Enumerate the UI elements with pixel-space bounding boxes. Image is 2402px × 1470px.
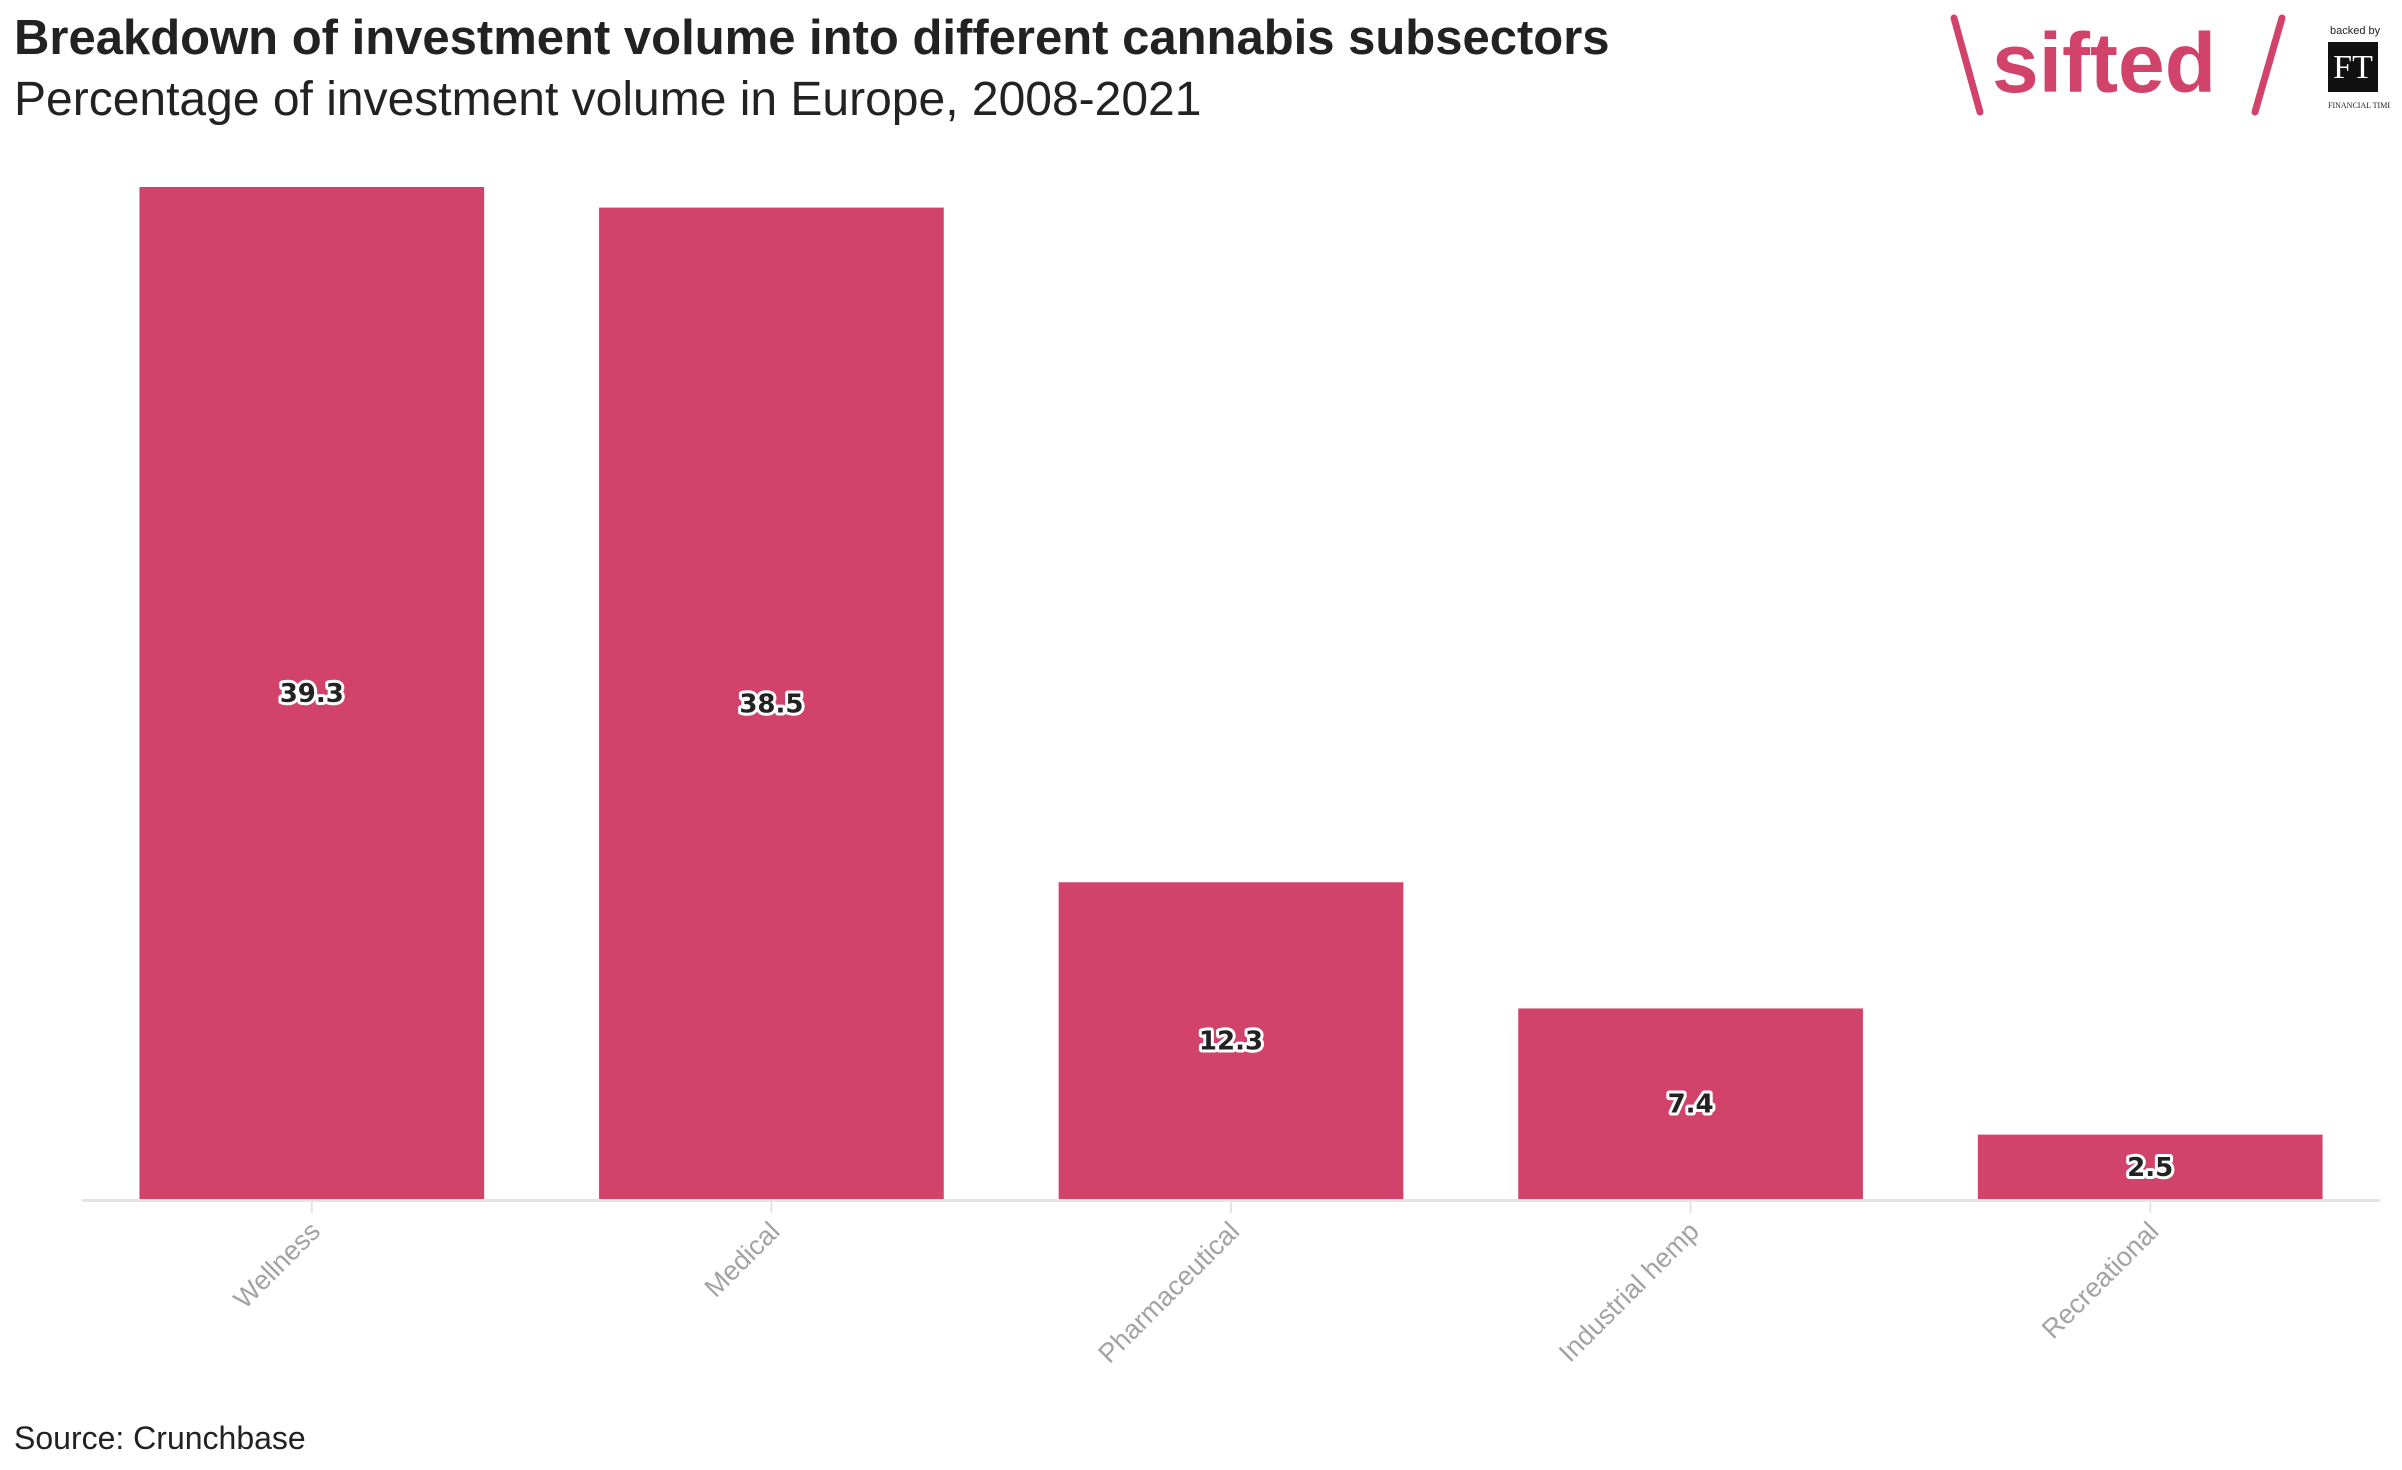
- ft-mark: FT: [2333, 49, 2373, 86]
- bars-group: [139, 187, 2323, 1199]
- bar-recreational: [1977, 1134, 2323, 1199]
- bar-medical: [599, 207, 944, 1199]
- x-ticks-group: [310, 1202, 2152, 1213]
- logo-slash: [2251, 14, 2286, 116]
- x-tick-label-pharmaceutical: Pharmaceutical: [1092, 1216, 1245, 1369]
- chart-title: Breakdown of investment volume into diff…: [14, 11, 1610, 65]
- x-tick-label-recreational: Recreational: [2036, 1216, 2164, 1344]
- logo-backslash: [1950, 14, 1984, 116]
- value-label-wellness: 39.3: [280, 679, 344, 709]
- x-tick-labels-group: Wellness Medical Pharmaceutical Industrial …: [228, 1216, 2165, 1369]
- bar-wellness: [139, 187, 485, 1199]
- ft-mark-box: [2328, 42, 2378, 92]
- logo-wordmark: sifted: [1992, 16, 2216, 110]
- value-label-pharmaceutical: 12.3: [1199, 1027, 1263, 1057]
- ft-name: FINANCIAL TIMES: [2328, 101, 2390, 110]
- x-tick-label-medical: Medical: [699, 1216, 786, 1303]
- value-label-recreational: 2.5: [2127, 1153, 2173, 1183]
- sifted-ft-logo: sifted backed by FT FINANCIAL TIMES: [1940, 10, 2397, 120]
- source-note: Source: Crunchbase: [14, 1420, 306, 1456]
- value-label-industrial-hemp: 7.4: [1668, 1090, 1714, 1120]
- chart-subtitle: Percentage of investment volume in Europ…: [14, 73, 1202, 126]
- x-tick-label-industrial-hemp: Industrial hemp: [1553, 1216, 1705, 1368]
- bar-pharmaceutical: [1058, 882, 1404, 1199]
- bar-industrial-hemp: [1518, 1008, 1863, 1199]
- x-tick-label-wellness: Wellness: [228, 1216, 326, 1314]
- logo-backed-by: backed by: [2330, 25, 2381, 37]
- value-labels-group: 39.3 38.5 12.3 7.4 2.5: [277, 676, 2177, 1186]
- logo-graphic: sifted backed by FT FINANCIAL TIMES: [1950, 14, 2397, 116]
- value-label-medical: 38.5: [739, 689, 803, 719]
